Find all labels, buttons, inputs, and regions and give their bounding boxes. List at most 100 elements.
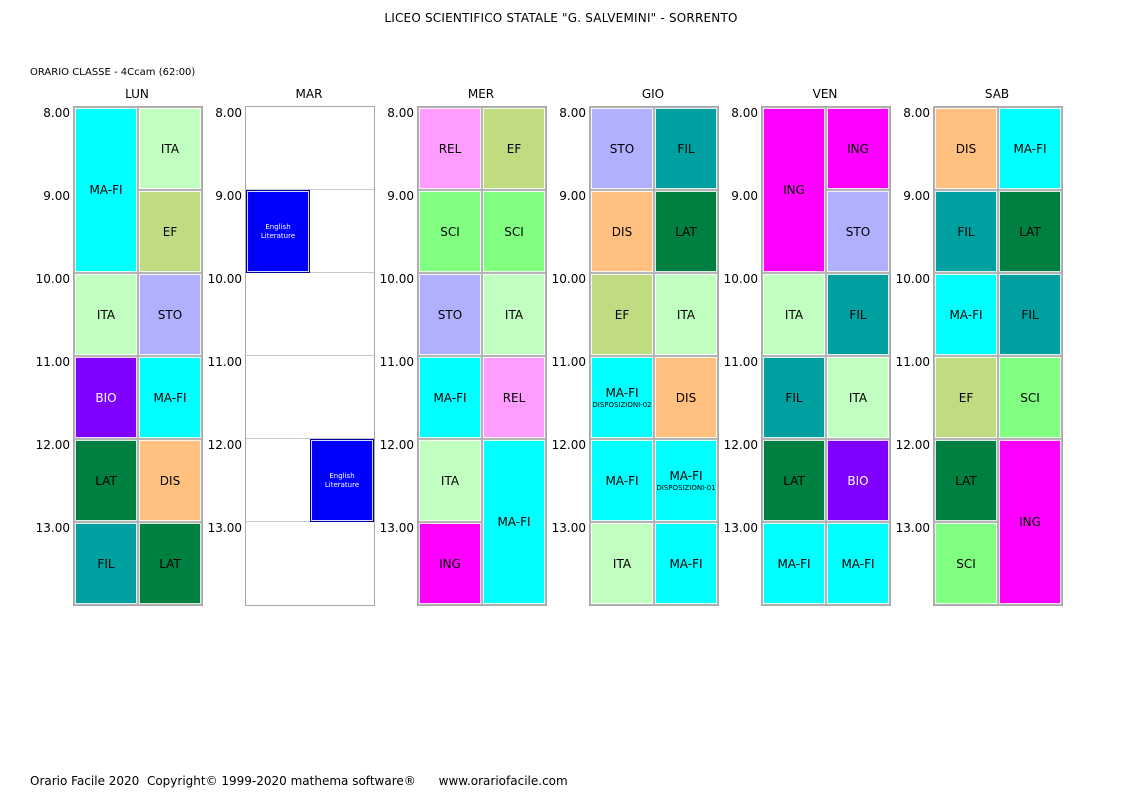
lesson-cell[interactable]: FIL: [934, 190, 998, 273]
hour-label: 8.00: [43, 106, 70, 120]
slot-divider: [762, 189, 890, 190]
class-label: ORARIO CLASSE - 4Ccam (62:00): [30, 67, 196, 78]
lesson-cell[interactable]: EF: [138, 190, 202, 273]
lesson-subject: DIS: [955, 141, 977, 156]
day-column-ven: ING ING STO ITA FIL FIL ITA LAT BIO MA-FI MA-FI: [761, 106, 891, 606]
lesson-subject: MA-FI: [949, 307, 983, 322]
lesson-cell[interactable]: ING: [762, 107, 826, 273]
slot-divider: [74, 189, 202, 190]
lesson-cell[interactable]: ITA: [826, 356, 890, 439]
lesson-cell[interactable]: SCI: [934, 522, 998, 605]
lesson-cell[interactable]: DIS: [138, 439, 202, 522]
lesson-cell[interactable]: SCI: [482, 190, 546, 273]
lesson-cell[interactable]: LAT: [934, 439, 998, 522]
lesson-cell[interactable]: LAT: [762, 439, 826, 522]
lesson-cell[interactable]: MA-FI: [590, 439, 654, 522]
lesson-cell[interactable]: ITA: [590, 522, 654, 605]
lesson-cell[interactable]: REL: [482, 356, 546, 439]
day-header-ven: VEN: [812, 87, 838, 101]
slot-divider: [590, 438, 718, 439]
lesson-cell[interactable]: MA-FI: [762, 522, 826, 605]
lesson-subject: SCI: [504, 224, 524, 239]
lesson-cell[interactable]: ING: [998, 439, 1062, 605]
lesson-cell[interactable]: MA-FI: [418, 356, 482, 439]
hour-label: 12.00: [35, 438, 70, 452]
lesson-cell[interactable]: MA-FI DISPOSIZIONI-02: [590, 356, 654, 439]
lesson-cell[interactable]: FIL: [998, 273, 1062, 356]
lesson-subject: DIS: [159, 473, 181, 488]
lesson-cell[interactable]: ITA: [654, 273, 718, 356]
lesson-cell[interactable]: EF: [482, 107, 546, 190]
slot-divider: [246, 189, 374, 190]
hour-label: 9.00: [559, 189, 586, 203]
hour-label: 11.00: [379, 355, 414, 369]
hour-label: 10.00: [723, 272, 758, 286]
lesson-cell[interactable]: EF: [590, 273, 654, 356]
lesson-cell[interactable]: FIL: [74, 522, 138, 605]
lesson-subject: STO: [437, 307, 463, 322]
lesson-subject: REL: [438, 141, 462, 156]
lesson-subject: LAT: [159, 556, 181, 571]
hour-label: 8.00: [903, 106, 930, 120]
lesson-cell[interactable]: BIO: [826, 439, 890, 522]
slot-divider: [762, 521, 890, 522]
lesson-subject: STO: [609, 141, 635, 156]
lesson-cell[interactable]: MA-FI: [998, 107, 1062, 190]
lesson-subject: English Literature: [324, 471, 360, 489]
lesson-cell[interactable]: ITA: [762, 273, 826, 356]
slot-divider: [74, 272, 202, 273]
lesson-cell[interactable]: ITA: [138, 107, 202, 190]
lesson-cell[interactable]: MA-FI: [482, 439, 546, 605]
lesson-subject: EF: [614, 307, 630, 322]
lesson-subject: ITA: [612, 556, 632, 571]
lesson-subject: DIS: [611, 224, 633, 239]
day-column-sab: DIS MA-FI FIL LAT MA-FI FIL EF SCI LAT ING SCI: [933, 106, 1063, 606]
lesson-cell[interactable]: ITA: [74, 273, 138, 356]
lesson-cell[interactable]: English Literature: [246, 190, 310, 273]
hour-label: 9.00: [215, 189, 242, 203]
lesson-cell[interactable]: ING: [826, 107, 890, 190]
day-header-gio: GIO: [641, 87, 665, 101]
lesson-cell[interactable]: FIL: [654, 107, 718, 190]
lesson-cell[interactable]: English Literature: [310, 439, 374, 522]
lesson-subject: SCI: [1020, 390, 1040, 405]
lesson-cell[interactable]: LAT: [138, 522, 202, 605]
lesson-cell[interactable]: REL: [418, 107, 482, 190]
lesson-cell[interactable]: STO: [590, 107, 654, 190]
lesson-cell[interactable]: LAT: [998, 190, 1062, 273]
lesson-subject: ING: [439, 556, 461, 571]
lesson-cell[interactable]: EF: [934, 356, 998, 439]
hour-label: 9.00: [903, 189, 930, 203]
lesson-cell[interactable]: MA-FI: [654, 522, 718, 605]
lesson-cell[interactable]: STO: [418, 273, 482, 356]
slot-divider: [934, 438, 1062, 439]
hour-label: 12.00: [379, 438, 414, 452]
lesson-cell[interactable]: LAT: [654, 190, 718, 273]
lesson-cell[interactable]: SCI: [418, 190, 482, 273]
lesson-cell[interactable]: ITA: [482, 273, 546, 356]
lesson-cell[interactable]: STO: [138, 273, 202, 356]
lesson-cell[interactable]: FIL: [762, 356, 826, 439]
lesson-cell[interactable]: STO: [826, 190, 890, 273]
lesson-cell[interactable]: MA-FI: [74, 107, 138, 273]
lesson-cell[interactable]: BIO: [74, 356, 138, 439]
lesson-cell[interactable]: SCI: [998, 356, 1062, 439]
slot-divider: [762, 438, 890, 439]
lesson-cell[interactable]: MA-FI: [934, 273, 998, 356]
lesson-cell[interactable]: ITA: [418, 439, 482, 522]
lesson-cell[interactable]: MA-FI: [826, 522, 890, 605]
lesson-cell[interactable]: MA-FI DISPOSIZIONI-01: [654, 439, 718, 522]
day-header-mar: MAR: [295, 87, 323, 101]
lesson-cell[interactable]: DIS: [590, 190, 654, 273]
hour-label: 10.00: [551, 272, 586, 286]
day-header-lun: LUN: [125, 87, 149, 101]
lesson-cell[interactable]: LAT: [74, 439, 138, 522]
lesson-cell[interactable]: DIS: [934, 107, 998, 190]
lesson-cell[interactable]: ING: [418, 522, 482, 605]
lesson-subject: LAT: [955, 473, 977, 488]
lesson-subject: ITA: [504, 307, 524, 322]
lesson-cell[interactable]: MA-FI: [138, 356, 202, 439]
lesson-cell[interactable]: DIS: [654, 356, 718, 439]
lesson-note: DISPOSIZIONI-02: [592, 400, 652, 409]
lesson-cell[interactable]: FIL: [826, 273, 890, 356]
